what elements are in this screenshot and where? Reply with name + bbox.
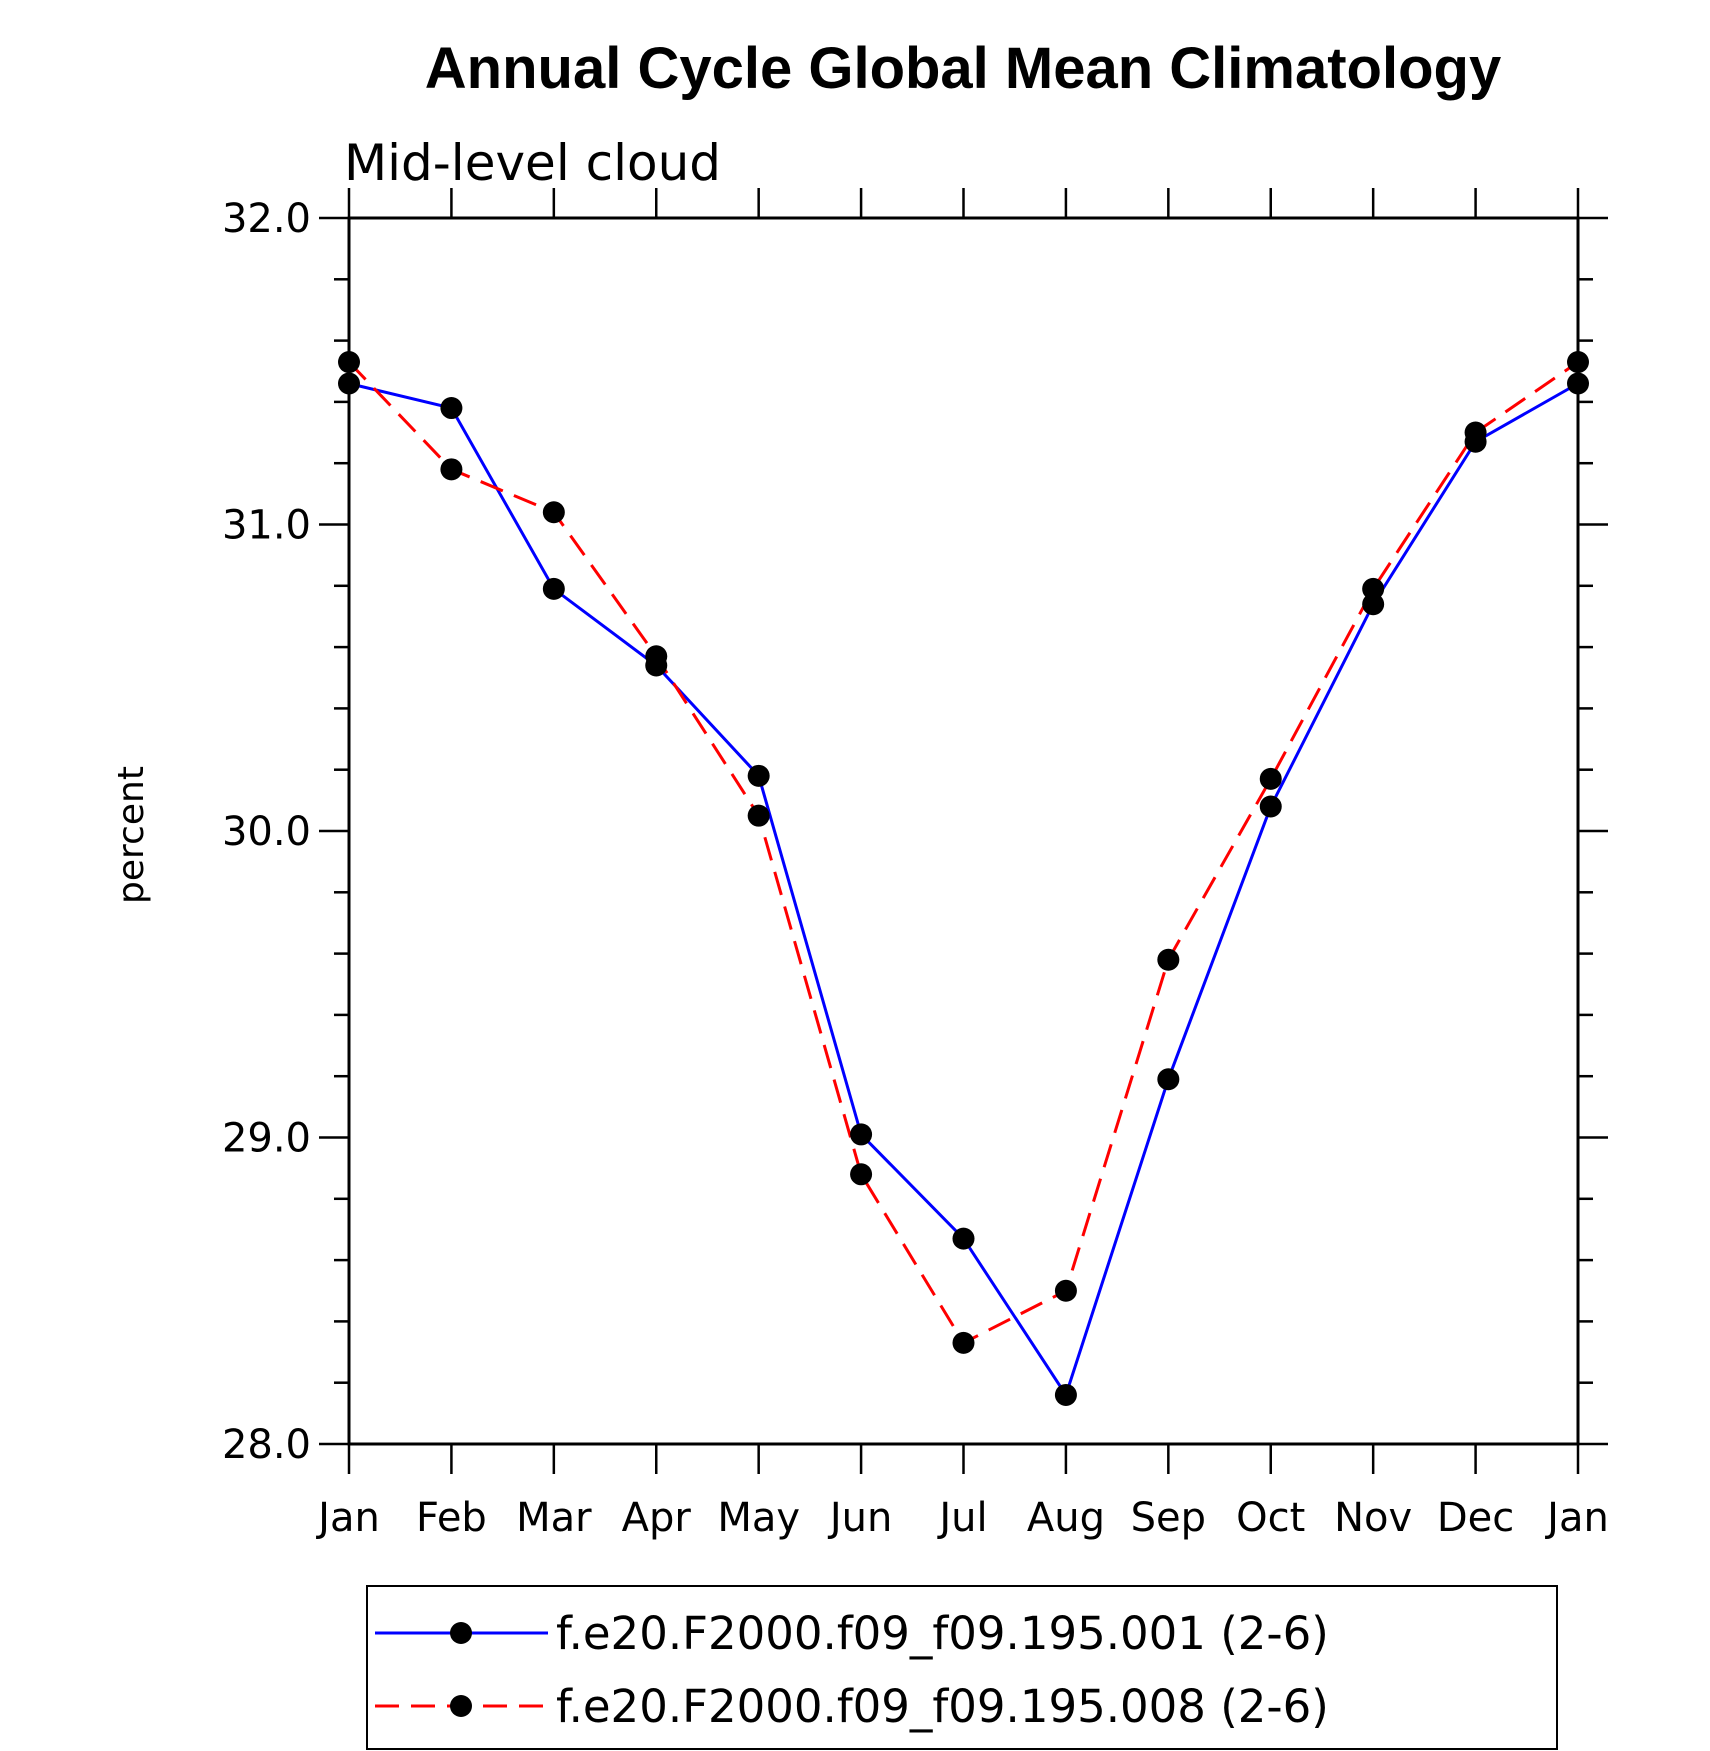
series-1-point: [338, 372, 360, 395]
legend: f.e20.F2000.f09_f09.195.001 (2-6) f.e20.…: [366, 1585, 1558, 1750]
series-1-point: [747, 764, 770, 787]
series-1-point: [440, 397, 463, 420]
plot-frame: [347, 216, 1580, 1446]
y-tick-label: 32.0: [222, 196, 311, 242]
series-1-point: [542, 577, 565, 600]
legend-marker-series-1: [450, 1622, 472, 1644]
series-1-point: [1157, 1068, 1180, 1091]
series-layer: [338, 351, 1589, 1406]
series-2-point: [338, 351, 360, 374]
x-tick-label: Apr: [622, 1495, 692, 1541]
legend-box: [366, 1585, 1558, 1750]
chart-title: Annual Cycle Global Mean Climatology: [425, 36, 1501, 101]
series-1-point: [952, 1227, 975, 1250]
x-axis-ticks: Jan Feb Mar Apr May Jun Jul Aug Sep Oct Nov Dec Jan: [315, 188, 1609, 1541]
series-1-point: [1567, 372, 1589, 395]
x-tick-label: Aug: [1027, 1495, 1105, 1541]
x-tick-label: Oct: [1236, 1495, 1305, 1541]
x-tick-label: Sep: [1131, 1495, 1206, 1541]
x-tick-label: Jul: [936, 1495, 987, 1541]
series-2-point: [850, 1163, 873, 1186]
series-1-point: [1259, 795, 1282, 818]
series-2-point: [440, 458, 463, 481]
series-1-point: [1054, 1383, 1077, 1406]
series-2-point: [1362, 577, 1385, 600]
y-axis-label: percent: [111, 766, 152, 904]
series-2-point: [1054, 1279, 1077, 1302]
y-axis-ticks: 28.0 29.0 30.0 31.0 32.0: [222, 196, 1608, 1468]
series-2-point: [1259, 767, 1282, 790]
x-tick-label: Mar: [516, 1495, 592, 1541]
y-tick-label: 28.0: [222, 1422, 311, 1468]
legend-marker-series-2: [450, 1695, 472, 1717]
x-tick-label: Dec: [1437, 1495, 1514, 1541]
y-tick-label: 30.0: [222, 809, 311, 855]
x-tick-label: Jan: [315, 1495, 380, 1541]
y-tick-label: 31.0: [222, 503, 311, 549]
series-1-point: [1362, 593, 1385, 616]
series-2-point: [1567, 351, 1589, 374]
series-2-point: [645, 645, 668, 668]
series-2-point: [1157, 948, 1180, 971]
x-tick-label: Jun: [827, 1495, 893, 1541]
series-2-point: [1464, 421, 1487, 444]
x-tick-label: Feb: [416, 1495, 487, 1541]
series-2-point: [542, 501, 565, 524]
series-2-point: [747, 804, 770, 827]
x-tick-label: Jan: [1544, 1495, 1609, 1541]
legend-label-series-1: f.e20.F2000.f09_f09.195.001 (2-6): [556, 1607, 1329, 1660]
legend-label-series-2: f.e20.F2000.f09_f09.195.008 (2-6): [556, 1680, 1329, 1733]
x-tick-label: May: [717, 1495, 800, 1541]
series-line-2: [347, 360, 1579, 1345]
series-1-point: [850, 1123, 873, 1146]
y-tick-label: 29.0: [222, 1116, 311, 1162]
chart-subtitle: Mid-level cloud: [344, 134, 721, 192]
series-2-point: [952, 1331, 975, 1354]
x-tick-label: Nov: [1334, 1495, 1412, 1541]
